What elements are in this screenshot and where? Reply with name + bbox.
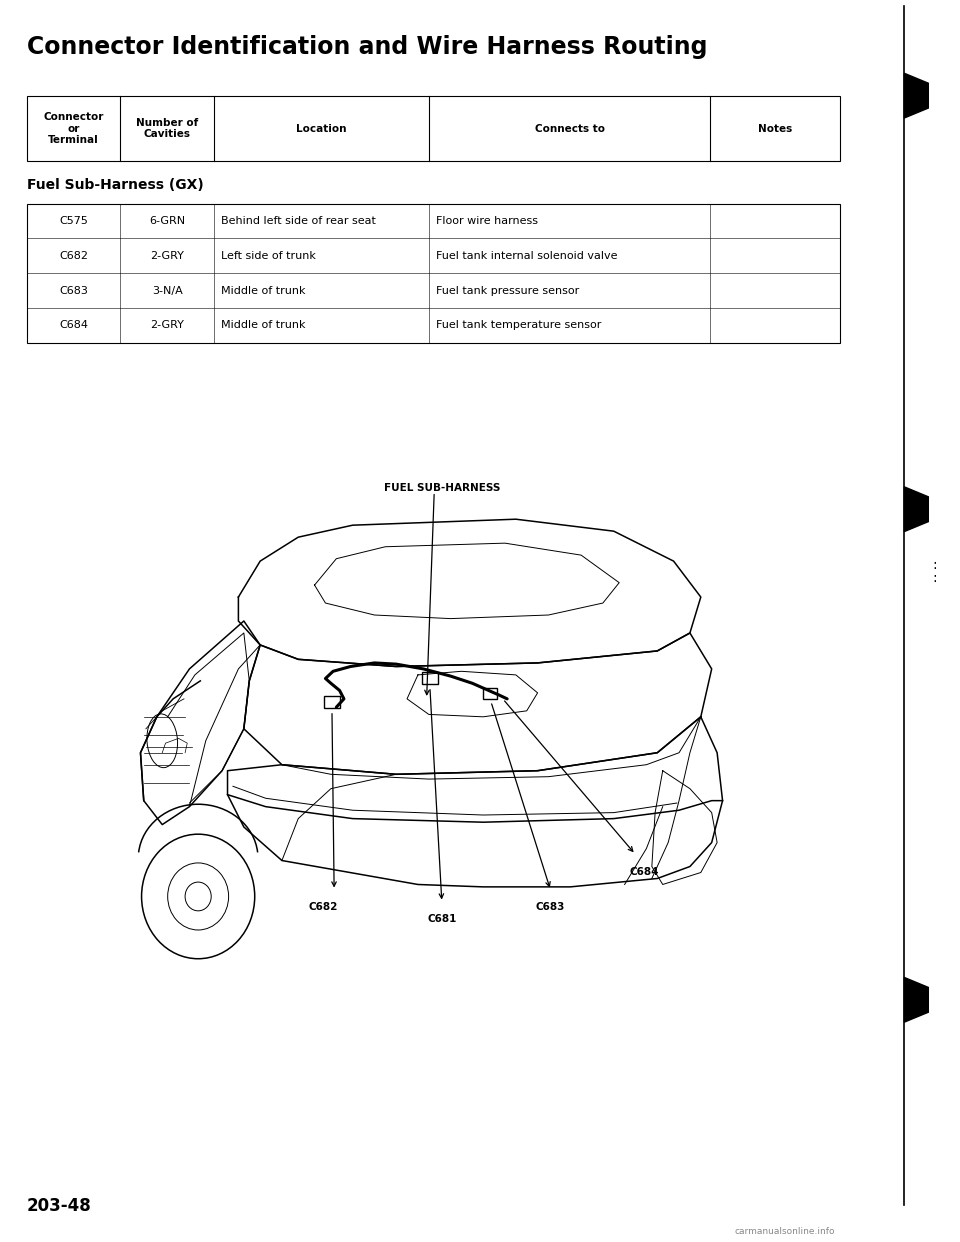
Text: C683: C683 xyxy=(60,286,88,296)
Polygon shape xyxy=(904,73,928,118)
Text: Floor wire harness: Floor wire harness xyxy=(436,216,539,226)
Text: C684: C684 xyxy=(630,867,659,877)
Text: Fuel tank pressure sensor: Fuel tank pressure sensor xyxy=(436,286,579,296)
Polygon shape xyxy=(904,487,928,532)
Text: Number of
Cavities: Number of Cavities xyxy=(136,118,199,139)
Text: C683: C683 xyxy=(536,903,565,913)
Text: 203-48: 203-48 xyxy=(27,1197,91,1215)
Text: :: : xyxy=(933,558,937,573)
Text: Fuel Sub-Harness (GX): Fuel Sub-Harness (GX) xyxy=(27,178,204,191)
Bar xyxy=(483,688,497,699)
Text: C575: C575 xyxy=(60,216,88,226)
Text: Connector
or
Terminal: Connector or Terminal xyxy=(43,112,104,145)
Text: Notes: Notes xyxy=(757,123,792,134)
Bar xyxy=(27,96,840,161)
Text: Behind left side of rear seat: Behind left side of rear seat xyxy=(221,216,375,226)
Text: Connects to: Connects to xyxy=(535,123,605,134)
Text: Location: Location xyxy=(297,123,347,134)
Text: C684: C684 xyxy=(60,320,88,330)
Text: 3-N/A: 3-N/A xyxy=(152,286,182,296)
Text: Middle of trunk: Middle of trunk xyxy=(221,286,305,296)
Text: 2-GRY: 2-GRY xyxy=(150,320,184,330)
Text: FUEL SUB-HARNESS: FUEL SUB-HARNESS xyxy=(384,483,500,493)
Text: 6-GRN: 6-GRN xyxy=(149,216,185,226)
Text: 2-GRY: 2-GRY xyxy=(150,251,184,261)
Polygon shape xyxy=(904,977,928,1022)
Text: C681: C681 xyxy=(427,914,457,924)
Text: Left side of trunk: Left side of trunk xyxy=(221,251,316,261)
Text: Connector Identification and Wire Harness Routing: Connector Identification and Wire Harnes… xyxy=(27,35,708,58)
Text: Middle of trunk: Middle of trunk xyxy=(221,320,305,330)
Text: C682: C682 xyxy=(60,251,88,261)
Text: C682: C682 xyxy=(308,903,338,913)
Text: carmanualsonline.info: carmanualsonline.info xyxy=(734,1227,835,1236)
Text: Fuel tank internal solenoid valve: Fuel tank internal solenoid valve xyxy=(436,251,617,261)
Bar xyxy=(324,697,340,708)
Bar xyxy=(27,204,840,343)
Bar xyxy=(422,672,438,684)
Text: :: : xyxy=(933,570,937,585)
Text: Fuel tank temperature sensor: Fuel tank temperature sensor xyxy=(436,320,602,330)
